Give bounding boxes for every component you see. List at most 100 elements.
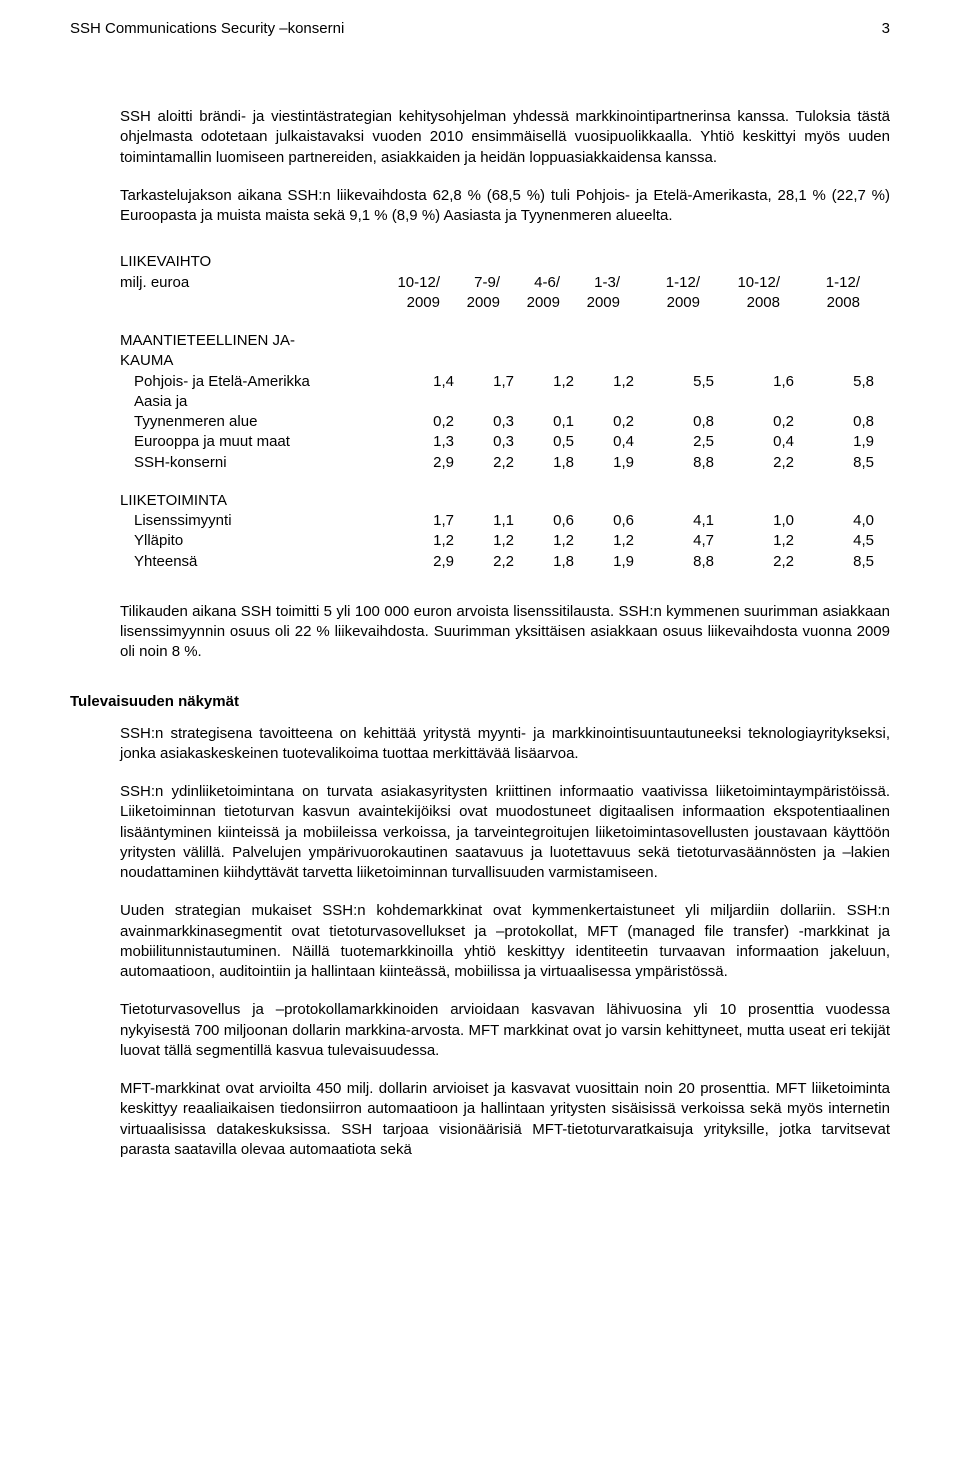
paragraph: Tilikauden aikana SSH toimitti 5 yli 100… [120, 602, 890, 663]
paragraph: SSH aloitti brändi- ja viestintästrategi… [120, 107, 890, 168]
cell: 1,4 [394, 372, 454, 392]
cell: 4,5 [794, 531, 874, 551]
cell: 8,5 [794, 453, 874, 473]
cell: 0,6 [514, 511, 574, 531]
table-row: Pohjois- ja Etelä-Amerikka 1,4 1,7 1,2 1… [120, 372, 890, 392]
cell: 1,6 [714, 372, 794, 392]
table-row: Eurooppa ja muut maat 1,3 0,3 0,5 0,4 2,… [120, 432, 890, 452]
cell: 2,5 [634, 432, 714, 452]
cell: 5,8 [794, 372, 874, 392]
page-header: SSH Communications Security –konserni 3 [70, 20, 890, 37]
cell: 0,6 [574, 511, 634, 531]
cell: 0,4 [574, 432, 634, 452]
table-row: SSH-konserni 2,9 2,2 1,8 1,9 8,8 2,2 8,5 [120, 453, 890, 473]
table-row: Tyynenmeren alue 0,2 0,3 0,1 0,2 0,8 0,2… [120, 412, 890, 432]
document-page: SSH Communications Security –konserni 3 … [0, 0, 960, 1457]
section-heading-future: Tulevaisuuden näkymät [70, 693, 890, 710]
cell: 2,2 [454, 552, 514, 572]
biz-heading: LIIKETOIMINTA [120, 491, 380, 511]
cell: 1,9 [574, 552, 634, 572]
col-head: 2009 [560, 293, 620, 313]
table-row: Yhteensä 2,9 2,2 1,8 1,9 8,8 2,2 8,5 [120, 552, 890, 572]
cell: 2,2 [714, 453, 794, 473]
cell: 8,8 [634, 453, 714, 473]
paragraph: Uuden strategian mukaiset SSH:n kohdemar… [120, 901, 890, 982]
paragraph: SSH:n strategisena tavoitteena on kehitt… [120, 724, 890, 765]
cell: 2,9 [394, 453, 454, 473]
cell: 0,3 [454, 412, 514, 432]
cell: 1,7 [394, 511, 454, 531]
paragraph: Tarkastelujakson aikana SSH:n liikevaihd… [120, 186, 890, 227]
table-header-row-2: 2009 2009 2009 2009 2009 2008 2008 [120, 293, 890, 313]
cell: 4,0 [794, 511, 874, 531]
row-label: Ylläpito [120, 531, 394, 551]
row-label: Yhteensä [120, 552, 394, 572]
cell: 0,8 [794, 412, 874, 432]
table-title-row: LIIKEVAIHTO [120, 252, 890, 272]
cell: 1,2 [514, 531, 574, 551]
cell: 8,5 [794, 552, 874, 572]
body-indent-block: Tilikauden aikana SSH toimitti 5 yli 100… [120, 602, 890, 663]
geo-heading-row: KAUMA [120, 351, 890, 371]
paragraph: SSH:n ydinliiketoimintana on turvata asi… [120, 782, 890, 883]
cell: 1,2 [514, 372, 574, 392]
cell: 2,2 [714, 552, 794, 572]
table-row: Ylläpito 1,2 1,2 1,2 1,2 4,7 1,2 4,5 [120, 531, 890, 551]
col-head: 1-12/ [620, 273, 700, 293]
col-head: 2008 [700, 293, 780, 313]
cell: 4,1 [634, 511, 714, 531]
geo-heading-l2: KAUMA [120, 351, 380, 371]
col-head: 10-12/ [380, 273, 440, 293]
row-label: Eurooppa ja muut maat [120, 432, 394, 452]
col-head: 2009 [380, 293, 440, 313]
body-indent-block: SSH aloitti brändi- ja viestintästrategi… [120, 107, 890, 226]
col-head: 2009 [500, 293, 560, 313]
cell: 1,1 [454, 511, 514, 531]
paragraph: Tietoturvasovellus ja –protokollamarkkin… [120, 1000, 890, 1061]
cell: 0,8 [634, 412, 714, 432]
cell: 0,2 [574, 412, 634, 432]
col-head: 4-6/ [500, 273, 560, 293]
row-label: SSH-konserni [120, 453, 394, 473]
biz-heading-row: LIIKETOIMINTA [120, 491, 890, 511]
header-title: SSH Communications Security –konserni [70, 20, 344, 37]
cell: 1,2 [574, 372, 634, 392]
cell: 1,8 [514, 453, 574, 473]
cell: 2,9 [394, 552, 454, 572]
cell: 1,2 [714, 531, 794, 551]
cell: 1,0 [714, 511, 794, 531]
cell: 0,2 [394, 412, 454, 432]
cell: 1,9 [794, 432, 874, 452]
row-label: Tyynenmeren alue [120, 412, 394, 432]
cell: 0,2 [714, 412, 794, 432]
page-number: 3 [882, 20, 890, 37]
table-header-row-1: milj. euroa 10-12/ 7-9/ 4-6/ 1-3/ 1-12/ … [120, 273, 890, 293]
row-label: Pohjois- ja Etelä-Amerikka [120, 372, 394, 392]
table-row: Aasia ja [120, 392, 890, 412]
cell: 0,5 [514, 432, 574, 452]
col-head: 2009 [440, 293, 500, 313]
cell: 1,9 [574, 453, 634, 473]
cell: 0,4 [714, 432, 794, 452]
table-title-l2: milj. euroa [120, 273, 380, 293]
cell: 1,2 [574, 531, 634, 551]
col-head: 1-12/ [780, 273, 860, 293]
col-head: 7-9/ [440, 273, 500, 293]
geo-heading-l1: MAANTIETEELLINEN JA- [120, 331, 380, 351]
cell: 1,3 [394, 432, 454, 452]
cell: 2,2 [454, 453, 514, 473]
cell: 1,7 [454, 372, 514, 392]
row-label: Aasia ja [120, 392, 394, 412]
cell: 1,2 [454, 531, 514, 551]
geo-heading-row: MAANTIETEELLINEN JA- [120, 331, 890, 351]
table-title-l1: LIIKEVAIHTO [120, 252, 380, 272]
col-head: 10-12/ [700, 273, 780, 293]
cell: 1,2 [394, 531, 454, 551]
cell: 5,5 [634, 372, 714, 392]
row-label: Lisenssimyynti [120, 511, 394, 531]
paragraph: MFT-markkinat ovat arvioilta 450 milj. d… [120, 1079, 890, 1160]
table-row: Lisenssimyynti 1,7 1,1 0,6 0,6 4,1 1,0 4… [120, 511, 890, 531]
revenue-table: LIIKEVAIHTO milj. euroa 10-12/ 7-9/ 4-6/… [120, 252, 890, 572]
col-head: 2008 [780, 293, 860, 313]
body-indent-block: SSH:n strategisena tavoitteena on kehitt… [120, 724, 890, 1161]
